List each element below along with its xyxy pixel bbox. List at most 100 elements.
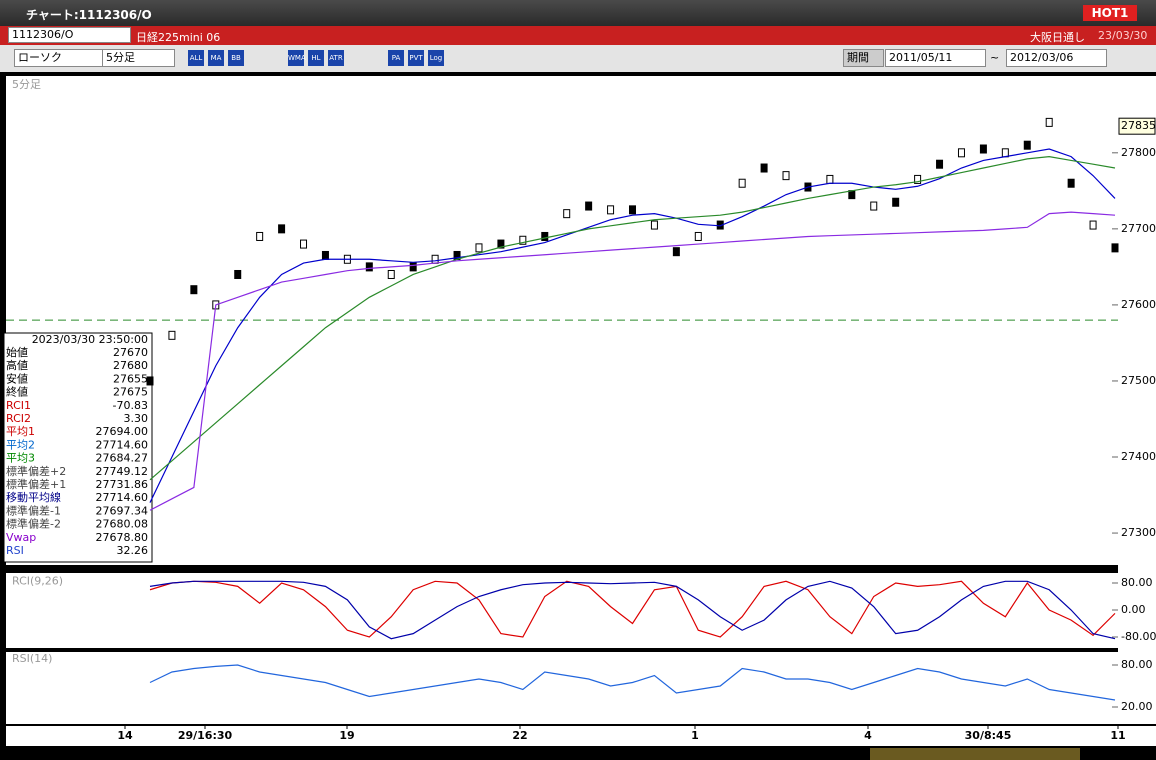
current-price: 27835 bbox=[1121, 119, 1156, 132]
info-value: 27680 bbox=[113, 359, 148, 372]
info-value: 27678.80 bbox=[96, 531, 149, 544]
info-label: 標準偏差+2 bbox=[6, 464, 66, 478]
y-tick-label: 27300 bbox=[1121, 526, 1156, 539]
y-tick-label: 80.00 bbox=[1121, 576, 1153, 589]
candle bbox=[365, 262, 373, 272]
y-tick-label: 27700 bbox=[1121, 222, 1156, 235]
info-value: 3.30 bbox=[124, 412, 149, 425]
x-tick-label: 14 bbox=[117, 729, 133, 742]
series-line bbox=[149, 211, 1116, 511]
info-label: 平均2 bbox=[6, 438, 35, 451]
current-price-box bbox=[1118, 117, 1156, 135]
candle bbox=[1045, 117, 1053, 127]
info-label: 平均1 bbox=[6, 425, 35, 438]
panel-title: 5分足 bbox=[12, 78, 41, 91]
toolbar-icon[interactable]: PA bbox=[388, 50, 404, 66]
candle bbox=[563, 209, 571, 219]
series-line bbox=[149, 156, 1116, 481]
info-value: 27670 bbox=[113, 346, 148, 359]
toolbar-icon[interactable]: WMA bbox=[288, 50, 306, 66]
header-bar: 1112306/O 日経225mini 06 大阪日通し 23/03/30 bbox=[0, 26, 1156, 45]
chart-kind-select[interactable]: ローソク bbox=[14, 49, 103, 67]
info-box bbox=[3, 332, 153, 563]
candle bbox=[409, 262, 417, 272]
candle bbox=[914, 174, 922, 184]
to-date[interactable]: 2012/03/06 bbox=[1006, 49, 1107, 67]
x-tick-label: 11 bbox=[1110, 729, 1125, 742]
x-tick-label: 22 bbox=[512, 729, 527, 742]
series-line bbox=[149, 580, 1116, 638]
candle bbox=[957, 148, 965, 158]
window-title: チャート:1112306/O bbox=[26, 8, 152, 22]
icon-row: ALL MA BB WMA HL ATR PA PVT Log bbox=[186, 50, 486, 66]
candle bbox=[760, 163, 768, 173]
toolbar-icon[interactable]: HL bbox=[308, 50, 324, 66]
info-label: 標準偏差-2 bbox=[6, 517, 61, 531]
candle bbox=[1111, 243, 1119, 253]
info-panel: 2023/03/30 23:50:00 始値 27670 高値 27680 安値 27655… bbox=[3, 332, 153, 563]
toolbar-icon[interactable]: BB bbox=[228, 50, 244, 66]
x-axis bbox=[6, 726, 1156, 746]
candle bbox=[234, 269, 242, 279]
candle bbox=[607, 205, 615, 215]
info-label: 移動平均線 bbox=[6, 490, 61, 504]
toolbar-icon[interactable]: ALL bbox=[188, 50, 204, 66]
info-value: 27680.08 bbox=[96, 518, 149, 531]
x-tick-label: 19 bbox=[339, 729, 354, 742]
toolbar-icon[interactable]: MA bbox=[208, 50, 224, 66]
info-label: 始値 bbox=[6, 345, 28, 359]
info-value: 32.26 bbox=[117, 544, 149, 557]
toolbar-icon[interactable]: ATR bbox=[328, 50, 344, 66]
code-select[interactable]: 1112306/O bbox=[8, 27, 131, 43]
info-value: 27731.86 bbox=[96, 478, 149, 491]
candle bbox=[278, 224, 286, 234]
candle bbox=[321, 250, 329, 260]
toolbar-icon[interactable]: Log bbox=[428, 50, 444, 66]
market-name: 大阪日通し bbox=[1030, 31, 1085, 44]
info-label: 安値 bbox=[6, 371, 28, 385]
hot-button[interactable]: HOT1 bbox=[1083, 5, 1137, 21]
info-value: 27714.60 bbox=[96, 491, 149, 504]
info-value: 27655 bbox=[113, 372, 148, 385]
x-tick-label: 30/8:45 bbox=[965, 729, 1012, 742]
info-label: 終値 bbox=[6, 385, 28, 399]
x-tick-label: 29/16:30 bbox=[178, 729, 233, 742]
candle bbox=[672, 247, 680, 257]
y-tick-label: 80.00 bbox=[1121, 658, 1153, 671]
y-tick-label: 27600 bbox=[1121, 298, 1156, 311]
series-line bbox=[149, 664, 1116, 701]
candle bbox=[387, 269, 395, 279]
candle bbox=[782, 171, 790, 181]
candle bbox=[694, 231, 702, 241]
candle bbox=[300, 239, 308, 249]
scrollbar[interactable] bbox=[870, 748, 1080, 760]
info-label: RSI bbox=[6, 544, 24, 557]
candle bbox=[497, 239, 505, 249]
info-label: RCI1 bbox=[6, 399, 31, 412]
candle bbox=[256, 231, 264, 241]
series-line bbox=[149, 148, 1116, 503]
info-label: Vwap bbox=[6, 531, 36, 544]
y-tick-label: 20.00 bbox=[1121, 700, 1153, 713]
info-datetime: 2023/03/30 23:50:00 bbox=[32, 333, 148, 346]
panel-title: RSI(14) bbox=[12, 652, 52, 665]
tilde: ~ bbox=[990, 51, 1000, 64]
candle bbox=[475, 243, 483, 253]
candle bbox=[190, 285, 198, 295]
info-value: 27694.00 bbox=[96, 425, 149, 438]
info-label: RCI2 bbox=[6, 412, 31, 425]
header-date: 23/03/30 bbox=[1098, 29, 1148, 42]
from-date[interactable]: 2011/05/11 bbox=[885, 49, 986, 67]
info-value: 27749.12 bbox=[96, 465, 149, 478]
toolbar-icon[interactable]: PVT bbox=[408, 50, 424, 66]
y-tick-label: 27500 bbox=[1121, 374, 1156, 387]
chart-area: 2023/03/30 23:50:00 始値 27670 高値 27680 安値 27655… bbox=[0, 72, 1156, 760]
info-value: 27684.27 bbox=[96, 452, 149, 465]
info-label: 平均3 bbox=[6, 452, 35, 465]
info-label: 標準偏差+1 bbox=[6, 477, 66, 491]
candle bbox=[541, 231, 549, 241]
period-button[interactable]: 期間 bbox=[843, 49, 884, 67]
interval-select[interactable]: 5分足 bbox=[102, 49, 175, 67]
y-tick-label: -80.00 bbox=[1121, 630, 1156, 643]
